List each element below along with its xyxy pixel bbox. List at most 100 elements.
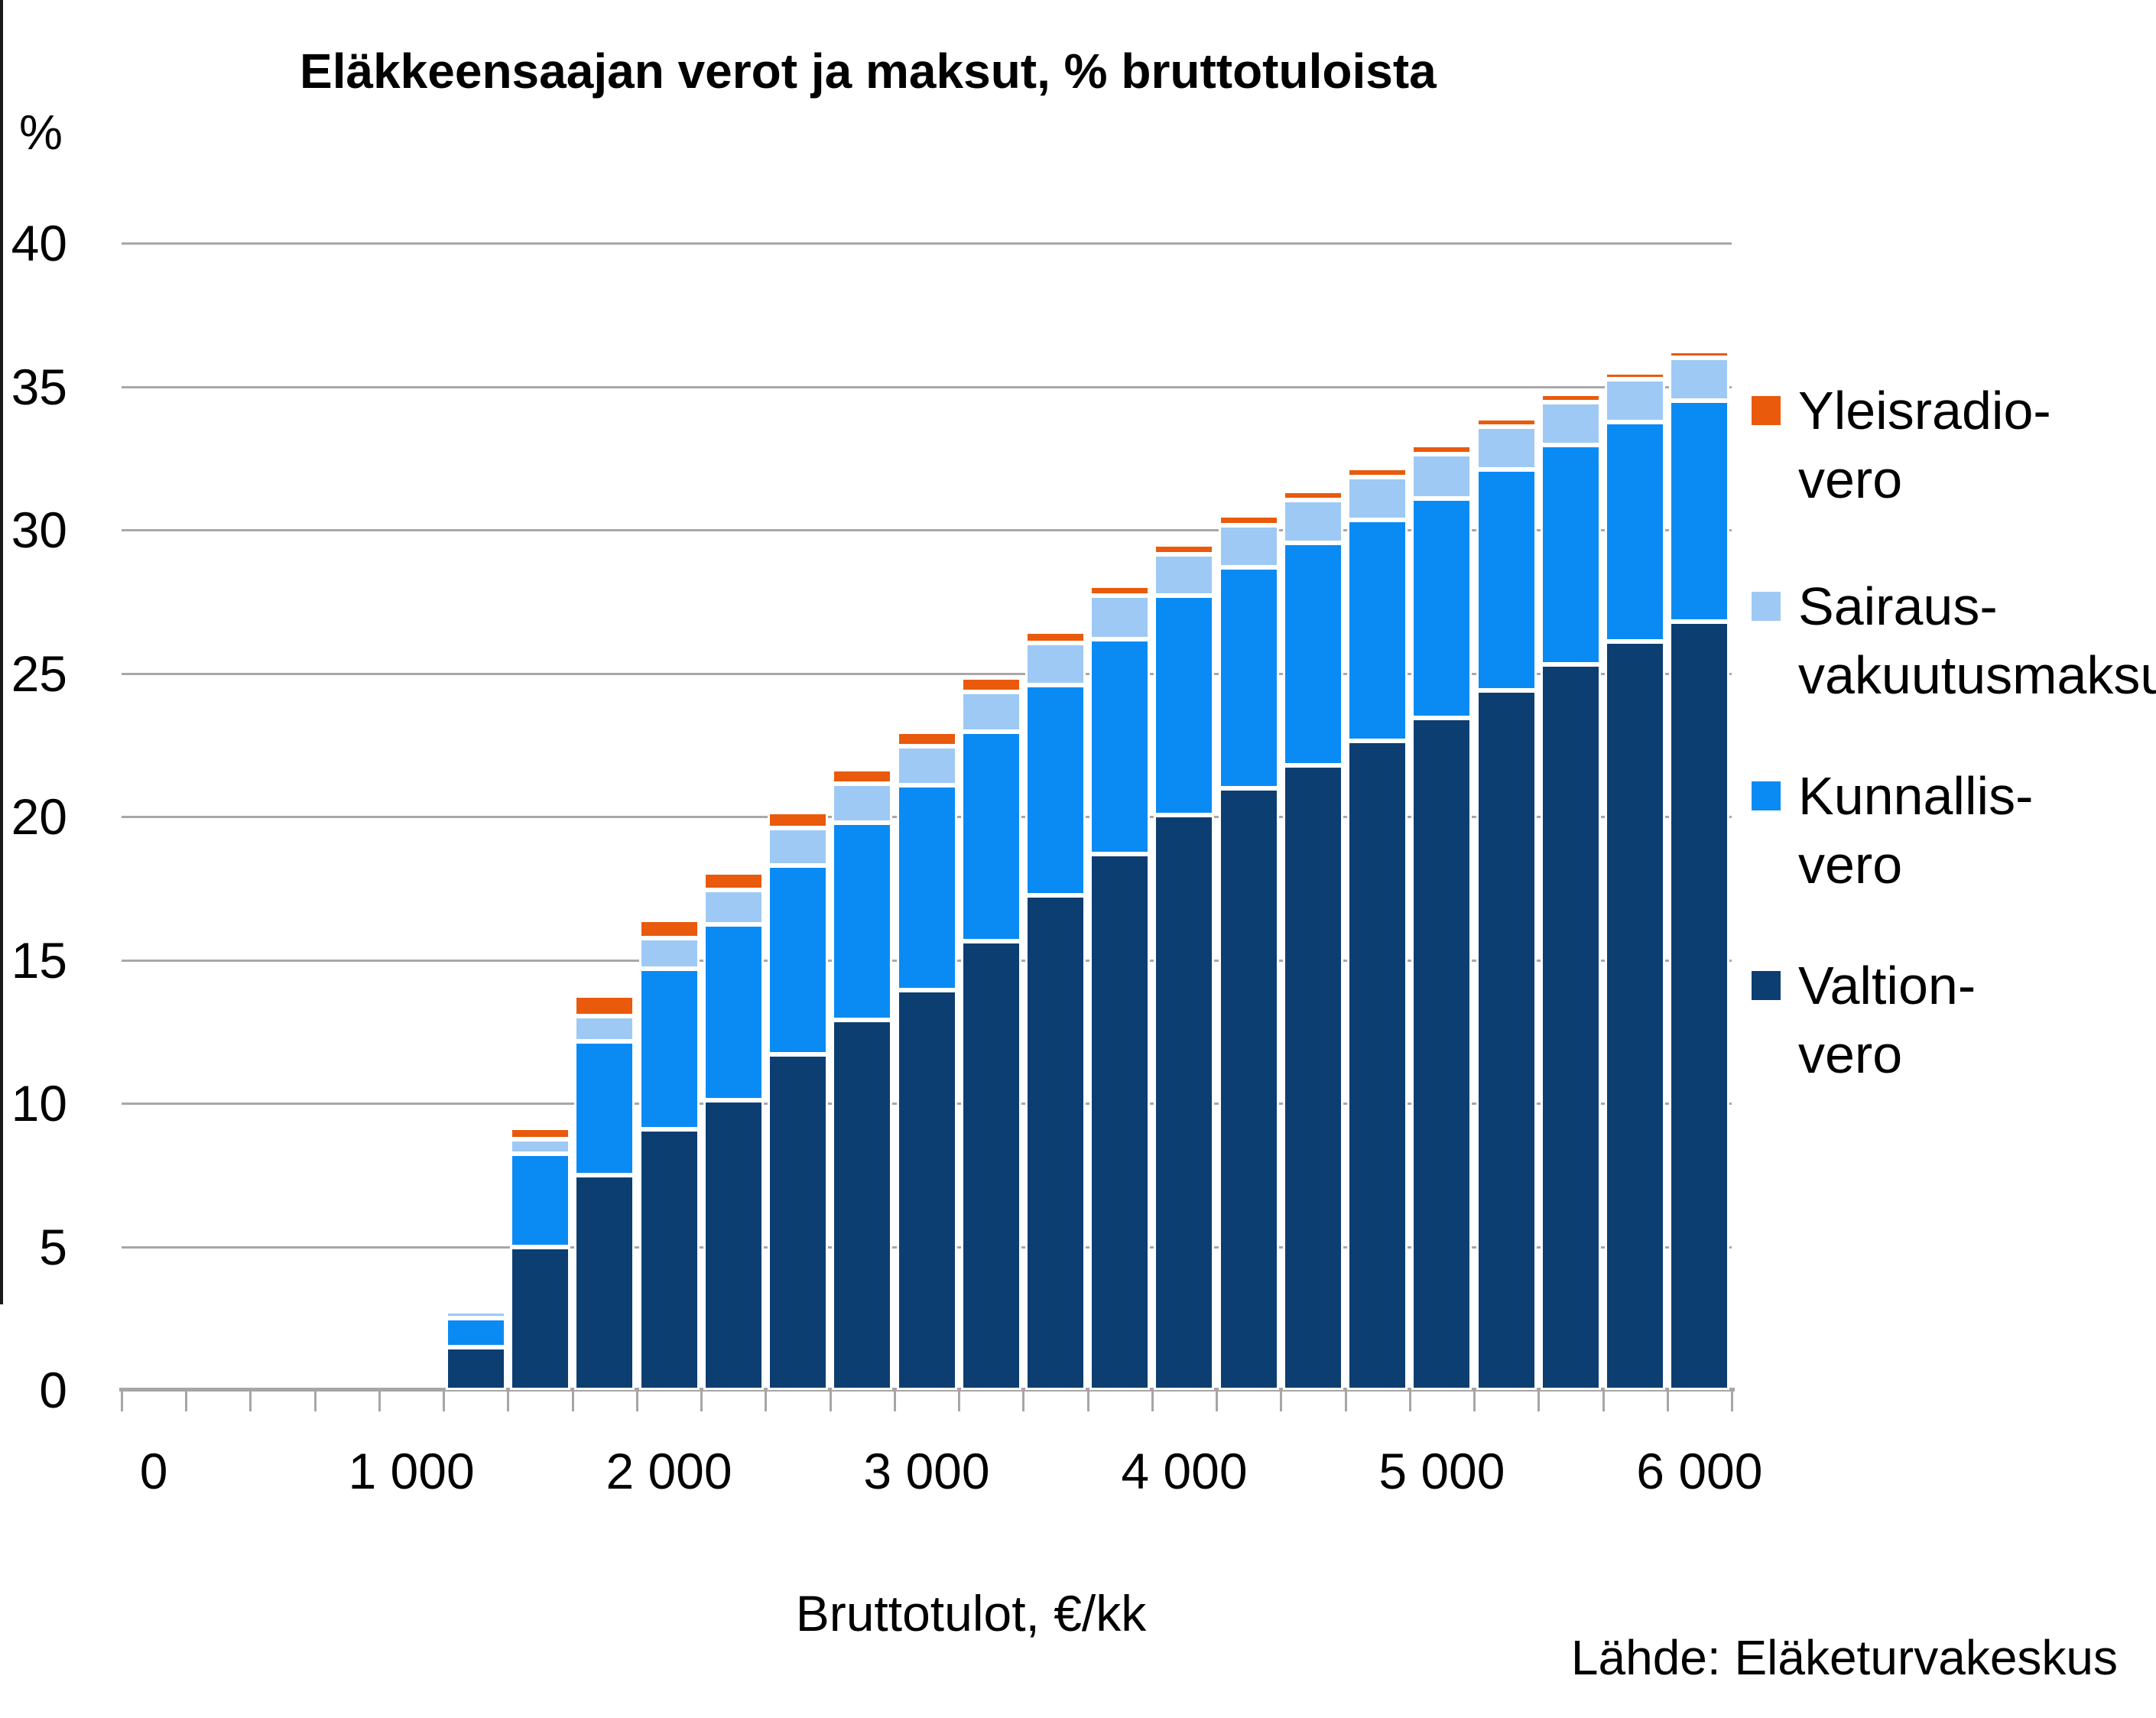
bar-segment-valtionvero-2250 <box>703 1100 764 1390</box>
bar-segment-valtionvero-2500 <box>768 1054 829 1390</box>
bar-segment-yleisradiovero-5250 <box>1476 417 1537 427</box>
bar-segment-kunnallisvero-5500 <box>1540 445 1601 665</box>
bar-segment-yleisradiovero-2500 <box>768 812 829 828</box>
legend-label-line1: Kunnallis- <box>1798 766 2034 826</box>
bar-segment-sairausvakuutusmaksu-4000 <box>1154 554 1215 596</box>
bar-segment-yleisradiovero-5000 <box>1411 445 1473 454</box>
bar-segment-yleisradiovero-4250 <box>1218 515 1279 526</box>
bar-segment-yleisradiovero-2000 <box>638 920 700 939</box>
x-tick <box>507 1392 510 1411</box>
bar-segment-valtionvero-3500 <box>1024 895 1086 1390</box>
x-tick <box>1151 1392 1154 1411</box>
legend-label-yleisradio: Yleisradio-vero <box>1798 376 2156 514</box>
x-tick <box>765 1392 768 1411</box>
x-tick <box>121 1392 123 1411</box>
bar-segment-kunnallisvero-6000 <box>1669 401 1730 622</box>
y-tick-label-15: 15 <box>11 931 67 989</box>
legend-swatch-sairaus <box>1752 592 1781 621</box>
x-tick <box>1666 1392 1669 1411</box>
x-tick-label-4000: 4 000 <box>1121 1443 1248 1499</box>
x-tick <box>1731 1392 1733 1411</box>
bar-segment-kunnallisvero-2000 <box>638 968 700 1129</box>
legend-label-line2: vero <box>1798 835 1903 895</box>
x-tick-label-3000: 3 000 <box>863 1443 990 1499</box>
bar-segment-sairausvakuutusmaksu-2250 <box>703 889 764 924</box>
bar-segment-yleisradiovero-3500 <box>1024 632 1086 644</box>
x-tick <box>1473 1392 1476 1411</box>
bar-segment-yleisradiovero-2250 <box>703 872 764 890</box>
gridline-25 <box>122 672 1732 675</box>
bar-segment-sairausvakuutusmaksu-4250 <box>1218 525 1279 567</box>
bar-segment-yleisradiovero-2750 <box>832 769 893 784</box>
legend-label-valtion: Valtion-vero <box>1798 951 2156 1089</box>
bar-segment-yleisradiovero-3000 <box>896 732 957 747</box>
y-tick-label-25: 25 <box>11 645 67 702</box>
legend-label-sairaus: Sairaus-vakuutusmaksu <box>1798 572 2156 710</box>
bar-segment-sairausvakuutusmaksu-2750 <box>832 783 893 823</box>
bar-segment-kunnallisvero-1500 <box>510 1153 571 1247</box>
x-tick <box>1086 1392 1089 1411</box>
bar-segment-valtionvero-5000 <box>1411 717 1473 1390</box>
bar-segment-sairausvakuutusmaksu-4500 <box>1282 499 1343 543</box>
x-tick-label-6000: 6 000 <box>1636 1443 1763 1499</box>
gridline-40 <box>122 242 1732 245</box>
bar-segment-sairausvakuutusmaksu-2500 <box>768 828 829 865</box>
bar-segment-kunnallisvero-4000 <box>1154 596 1215 816</box>
bar-segment-yleisradiovero-3750 <box>1089 586 1151 596</box>
x-tick <box>378 1392 381 1411</box>
y-tick-label-10: 10 <box>11 1075 67 1132</box>
bar-segment-yleisradiovero-1500 <box>510 1127 571 1139</box>
bar-segment-kunnallisvero-5750 <box>1605 422 1666 642</box>
bar-segment-sairausvakuutusmaksu-2000 <box>638 938 700 969</box>
bar-segment-sairausvakuutusmaksu-3000 <box>896 746 957 785</box>
y-tick-label-30: 30 <box>11 502 67 558</box>
bar-segment-valtionvero-2750 <box>832 1020 893 1390</box>
figure-left-border <box>0 0 3 1304</box>
legend-label-line1: Sairaus- <box>1798 576 1998 636</box>
bar-segment-sairausvakuutusmaksu-3750 <box>1089 596 1151 639</box>
bar-segment-valtionvero-5750 <box>1605 641 1666 1390</box>
source-note: Lähde: Eläketurvakeskus <box>1570 1630 2118 1685</box>
bar-segment-valtionvero-5500 <box>1540 664 1601 1390</box>
x-tick <box>1408 1392 1411 1411</box>
bar-segment-valtionvero-3750 <box>1089 853 1151 1390</box>
legend-swatch-valtion <box>1752 971 1781 1000</box>
bar-segment-valtionvero-1500 <box>510 1246 571 1390</box>
gridline-35 <box>122 385 1732 388</box>
bar-segment-yleisradiovero-4750 <box>1347 468 1408 477</box>
y-tick-label-0: 0 <box>39 1362 67 1418</box>
bar-segment-kunnallisvero-4500 <box>1282 542 1343 765</box>
legend-label-kunnallis: Kunnallis-vero <box>1798 762 2156 899</box>
bar-segment-yleisradiovero-4500 <box>1282 491 1343 500</box>
x-tick <box>313 1392 317 1411</box>
bar-segment-valtionvero-4000 <box>1154 815 1215 1390</box>
legend-label-line2: vakuutusmaksu <box>1798 645 2156 705</box>
bar-segment-valtionvero-2000 <box>638 1129 700 1390</box>
bar-segment-valtionvero-4750 <box>1347 740 1408 1390</box>
bar-segment-sairausvakuutusmaksu-1500 <box>510 1138 571 1154</box>
bar-segment-kunnallisvero-4750 <box>1347 519 1408 741</box>
bar-segment-kunnallisvero-2250 <box>703 924 764 1101</box>
bar-segment-sairausvakuutusmaksu-5500 <box>1540 402 1601 446</box>
legend-label-line2: vero <box>1798 1025 1903 1084</box>
x-tick <box>700 1392 703 1411</box>
bar-segment-sairausvakuutusmaksu-4750 <box>1347 476 1408 520</box>
bar-segment-valtionvero-1250 <box>445 1346 506 1390</box>
x-tick-label-1000: 1 000 <box>348 1443 475 1499</box>
bar-segment-valtionvero-3250 <box>960 941 1021 1390</box>
bar-segment-kunnallisvero-3500 <box>1024 684 1086 896</box>
x-tick <box>1022 1392 1025 1411</box>
bar-segment-sairausvakuutusmaksu-1750 <box>574 1015 635 1042</box>
bar-segment-sairausvakuutusmaksu-1250 <box>445 1310 506 1319</box>
x-tick <box>1280 1392 1283 1411</box>
bar-segment-valtionvero-4250 <box>1218 788 1279 1390</box>
bar-segment-kunnallisvero-3250 <box>960 732 1021 942</box>
bar-segment-kunnallisvero-2750 <box>832 822 893 1021</box>
bar-segment-sairausvakuutusmaksu-3500 <box>1024 643 1086 685</box>
bar-segment-sairausvakuutusmaksu-5250 <box>1476 427 1537 470</box>
y-tick-label-40: 40 <box>11 215 67 271</box>
bar-segment-yleisradiovero-6000 <box>1669 350 1730 358</box>
x-tick <box>635 1392 638 1411</box>
bar-segment-yleisradiovero-5750 <box>1605 372 1666 380</box>
bar-segment-kunnallisvero-1250 <box>445 1318 506 1347</box>
